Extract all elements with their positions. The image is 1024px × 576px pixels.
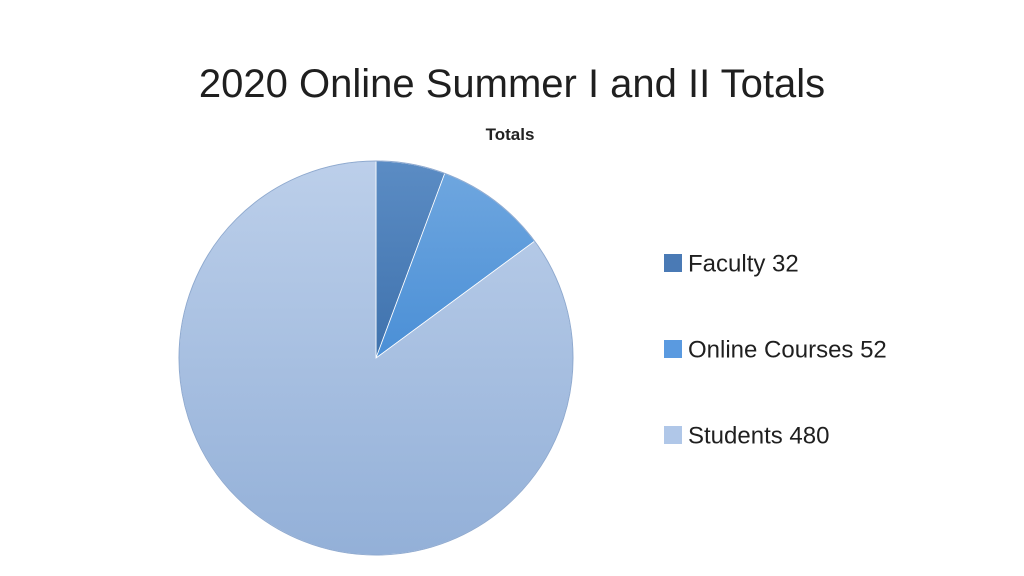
- chart-title: Totals: [485, 125, 535, 144]
- legend-label-online-courses: Online Courses 52: [688, 336, 887, 364]
- legend-swatch-online-courses: [664, 339, 682, 358]
- legend-item-faculty: Faculty 32: [664, 248, 887, 280]
- legend-item-online-courses: Online Courses 52: [664, 334, 887, 366]
- legend-swatch-faculty: [664, 253, 682, 272]
- slide-title: 2020 Online Summer I and II Totals: [198, 62, 826, 106]
- pie-outline: [178, 160, 574, 556]
- legend-item-students: Students 480: [664, 420, 887, 452]
- legend-swatch-students: [664, 425, 682, 444]
- legend-label-faculty: Faculty 32: [688, 250, 799, 278]
- legend-label-students: Students 480: [688, 422, 830, 450]
- legend: Faculty 32 Online Courses 52 Students 48…: [664, 248, 887, 506]
